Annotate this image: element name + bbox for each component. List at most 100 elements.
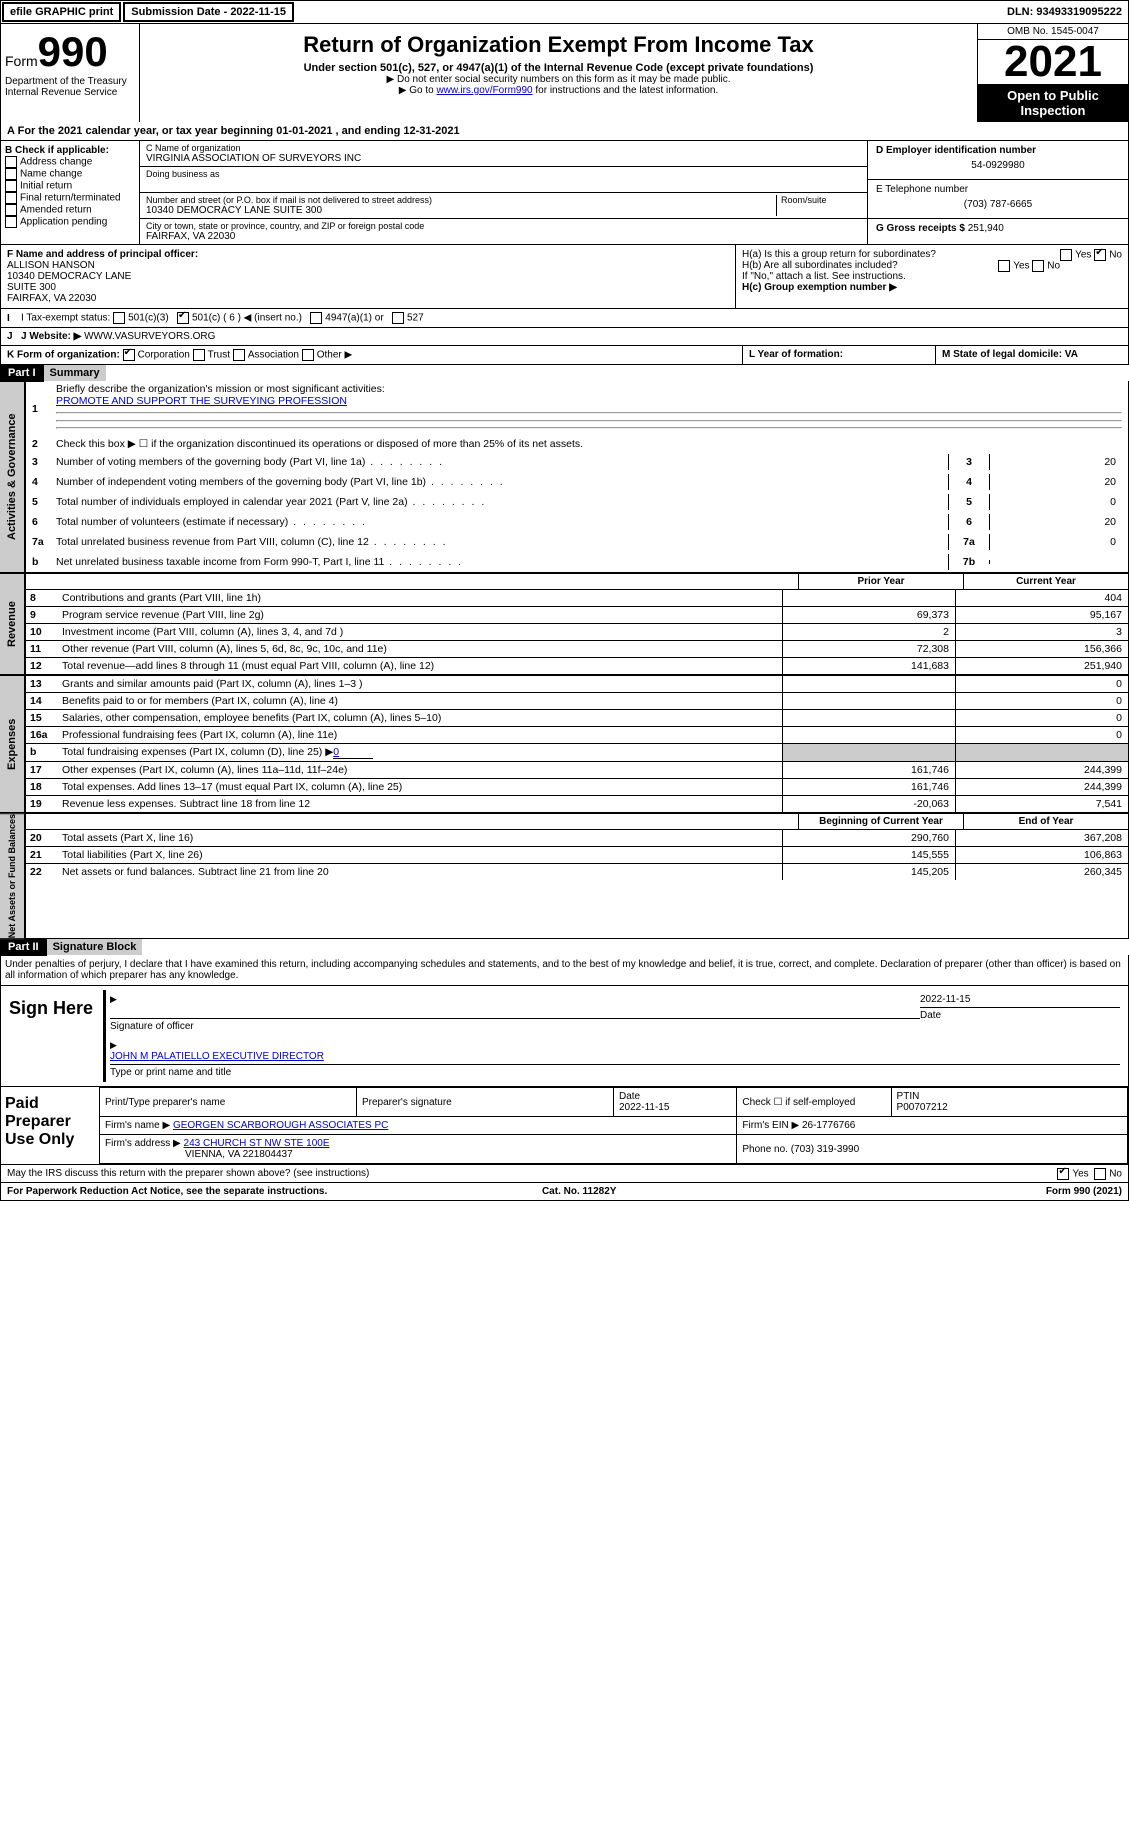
b-label: B Check if applicable:: [5, 145, 135, 156]
val-17-cy: 244,399: [955, 762, 1128, 778]
dept-label: Department of the Treasury Internal Reve…: [5, 76, 135, 98]
firm-ein-lbl: Firm's EIN ▶: [742, 1120, 799, 1131]
firm-phone-lbl: Phone no.: [742, 1144, 788, 1155]
subtitle-2: ▶ Do not enter social security numbers o…: [144, 74, 973, 85]
mission-text: PROMOTE AND SUPPORT THE SURVEYING PROFES…: [56, 395, 347, 407]
line3: Number of voting members of the governin…: [56, 456, 944, 468]
line21: Total liabilities (Part X, line 26): [58, 847, 782, 863]
part1: Part ISummary: [0, 365, 1129, 381]
form-number: 990: [38, 28, 108, 75]
val-21-boy: 145,555: [782, 847, 955, 863]
k-lbl: K Form of organization:: [7, 350, 120, 361]
line10: Investment income (Part VIII, column (A)…: [58, 624, 782, 640]
h-a: H(a) Is this a group return for subordin…: [742, 249, 1122, 260]
line8: Contributions and grants (Part VIII, lin…: [58, 590, 782, 606]
i-527[interactable]: 527: [407, 313, 424, 324]
k-corp[interactable]: Corporation: [138, 350, 190, 361]
val-4: 20: [989, 474, 1122, 490]
activities-governance: Activities & Governance 1Briefly describ…: [0, 381, 1129, 573]
current-year-hdr: Current Year: [963, 574, 1128, 589]
rev-tab: Revenue: [0, 573, 25, 675]
part2-sub: Signature Block: [47, 939, 143, 955]
line7b: Net unrelated business taxable income fr…: [56, 556, 944, 568]
paid-lbl: Paid Preparer Use Only: [1, 1087, 99, 1164]
website: WWW.VASURVEYORS.ORG: [84, 331, 215, 342]
val-11-py: 72,308: [782, 641, 955, 657]
ptin-lbl: PTIN: [897, 1091, 920, 1102]
phone-value: (703) 787-6665: [876, 195, 1120, 214]
sig-of-officer: Signature of officer: [110, 1021, 194, 1032]
val-12-py: 141,683: [782, 658, 955, 674]
officer-printed-name: JOHN M PALATIELLO EXECUTIVE DIRECTOR: [110, 1051, 324, 1062]
line17: Other expenses (Part IX, column (A), lin…: [58, 762, 782, 778]
form-label: Form990: [5, 28, 135, 76]
k-other[interactable]: Other ▶: [317, 350, 352, 361]
chk-address-change[interactable]: Address change: [5, 156, 135, 168]
cat-no: Cat. No. 11282Y: [542, 1186, 616, 1197]
top-bar: efile GRAPHIC print Submission Date - 20…: [0, 0, 1129, 24]
subtitle-1: Under section 501(c), 527, or 4947(a)(1)…: [144, 62, 973, 74]
gov-tab: Activities & Governance: [0, 381, 25, 573]
chk-application[interactable]: Application pending: [5, 216, 135, 228]
section-bc: B Check if applicable: Address change Na…: [0, 141, 1129, 245]
chk-final-return[interactable]: Final return/terminated: [5, 192, 135, 204]
chk-initial-return[interactable]: Initial return: [5, 180, 135, 192]
org-name: VIRGINIA ASSOCIATION OF SURVEYORS INC: [146, 153, 861, 164]
i-501c[interactable]: 501(c) ( 6 ) ◀ (insert no.): [192, 313, 302, 324]
val-12-cy: 251,940: [955, 658, 1128, 674]
val-18-cy: 244,399: [955, 779, 1128, 795]
line16a: Professional fundraising fees (Part IX, …: [58, 727, 782, 743]
l-lbl: L Year of formation:: [749, 349, 843, 360]
line-i: II Tax-exempt status: 501(c)(3) 501(c) (…: [0, 309, 1129, 328]
line22: Net assets or fund balances. Subtract li…: [58, 864, 782, 880]
val-19-cy: 7,541: [955, 796, 1128, 812]
firm-name-lbl: Firm's name ▶: [105, 1120, 170, 1131]
open-to-public: Open to Public Inspection: [978, 84, 1128, 122]
discuss-no[interactable]: No: [1109, 1169, 1122, 1180]
k-trust[interactable]: Trust: [208, 350, 230, 361]
discuss-line: May the IRS discuss this return with the…: [0, 1165, 1129, 1183]
firm-phone: (703) 319-3990: [791, 1144, 859, 1155]
val-20-boy: 290,760: [782, 830, 955, 846]
part1-sub: Summary: [44, 365, 106, 381]
line9: Program service revenue (Part VIII, line…: [58, 607, 782, 623]
form-header: Form990 Department of the Treasury Inter…: [0, 24, 1129, 122]
prep-date-lbl: Date: [619, 1091, 640, 1102]
prior-year-hdr: Prior Year: [798, 574, 963, 589]
prep-date: 2022-11-15: [619, 1102, 669, 1113]
city-state-zip: FAIRFAX, VA 22030: [146, 231, 861, 242]
line19: Revenue less expenses. Subtract line 18 …: [58, 796, 782, 812]
val-5: 0: [989, 494, 1122, 510]
h-note: If "No," attach a list. See instructions…: [742, 271, 1122, 282]
val-20-eoy: 367,208: [955, 830, 1128, 846]
line6: Total number of volunteers (estimate if …: [56, 516, 944, 528]
discuss-yes[interactable]: Yes: [1072, 1169, 1088, 1180]
gross-lbl: G Gross receipts $: [876, 223, 965, 234]
net-tab: Net Assets or Fund Balances: [0, 813, 25, 939]
val-18-py: 161,746: [782, 779, 955, 795]
chk-amended[interactable]: Amended return: [5, 204, 135, 216]
officer-name: ALLISON HANSON: [7, 260, 729, 271]
ein-lbl: D Employer identification number: [876, 145, 1120, 156]
firm-city: VIENNA, VA 221804437: [185, 1149, 293, 1160]
k-assoc[interactable]: Association: [248, 350, 299, 361]
street-address: 10340 DEMOCRACY LANE SUITE 300: [146, 205, 776, 216]
line5: Total number of individuals employed in …: [56, 496, 944, 508]
submission-btn[interactable]: Submission Date - 2022-11-15: [123, 2, 294, 22]
ein-value: 54-0929980: [876, 156, 1120, 175]
chk-name-change[interactable]: Name change: [5, 168, 135, 180]
line13: Grants and similar amounts paid (Part IX…: [58, 676, 782, 692]
firm-addr: 243 CHURCH ST NW STE 100E: [184, 1138, 330, 1149]
sign-date: 2022-11-15: [920, 994, 1120, 1008]
instructions-link[interactable]: www.irs.gov/Form990: [436, 85, 532, 96]
prep-name-lbl: Print/Type preparer's name: [105, 1097, 225, 1108]
i-4947[interactable]: 4947(a)(1) or: [325, 313, 383, 324]
line20: Total assets (Part X, line 16): [58, 830, 782, 846]
boy-hdr: Beginning of Current Year: [798, 814, 963, 829]
firm-addr-lbl: Firm's address ▶: [105, 1138, 181, 1149]
efile-btn[interactable]: efile GRAPHIC print: [2, 2, 121, 22]
i-501c3[interactable]: 501(c)(3): [128, 313, 169, 324]
page-title: Return of Organization Exempt From Incom…: [144, 32, 973, 58]
subtitle-3: ▶ Go to www.irs.gov/Form990 for instruct…: [144, 85, 973, 96]
line-klm: K Form of organization: Corporation Trus…: [0, 346, 1129, 365]
